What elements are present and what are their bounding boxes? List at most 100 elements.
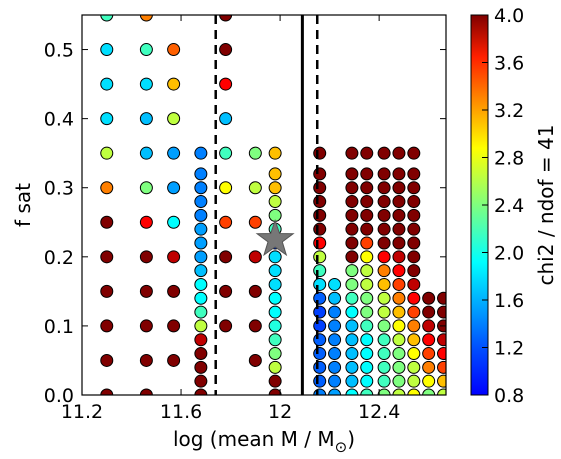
y-tick-label: 0.5 — [44, 40, 74, 62]
x-tick-label: 11.2 — [61, 401, 103, 423]
data-point — [407, 250, 421, 264]
data-point — [313, 333, 327, 347]
data-point — [328, 319, 342, 333]
data-point — [167, 181, 181, 195]
data-point — [345, 236, 359, 250]
data-point — [377, 388, 391, 395]
data-point — [268, 374, 282, 388]
data-point — [392, 146, 406, 160]
data-point — [194, 291, 208, 305]
colorbar-tick-label: 1.6 — [494, 290, 524, 312]
data-point — [139, 250, 153, 264]
data-point — [139, 15, 153, 22]
data-point — [422, 333, 436, 347]
data-point — [100, 388, 114, 395]
data-point — [100, 77, 114, 91]
data-point — [392, 195, 406, 209]
data-point — [100, 43, 114, 57]
data-point — [100, 215, 114, 229]
data-point — [437, 374, 446, 388]
data-point — [360, 305, 374, 319]
data-point — [345, 291, 359, 305]
y-axis-label: f sat — [11, 183, 35, 227]
data-point — [392, 347, 406, 361]
data-point — [392, 360, 406, 374]
data-point — [313, 277, 327, 291]
data-point — [392, 305, 406, 319]
data-point — [345, 250, 359, 264]
data-point — [313, 291, 327, 305]
data-point — [248, 181, 262, 195]
y-tick-label: 0.1 — [44, 316, 74, 338]
data-point — [139, 388, 153, 395]
data-point — [345, 222, 359, 236]
data-point — [437, 291, 446, 305]
data-point — [194, 181, 208, 195]
data-point — [360, 319, 374, 333]
y-axis-ticks: 0.0 0.1 0.2 0.3 0.4 0.5 — [44, 40, 446, 407]
data-point — [167, 43, 181, 57]
data-point — [194, 167, 208, 181]
data-point — [392, 208, 406, 222]
data-point — [392, 374, 406, 388]
data-point — [377, 181, 391, 195]
data-point — [407, 347, 421, 361]
data-point — [248, 215, 262, 229]
data-point — [377, 347, 391, 361]
data-point — [268, 277, 282, 291]
data-point — [377, 222, 391, 236]
data-point — [377, 208, 391, 222]
data-point — [139, 77, 153, 91]
data-point — [345, 195, 359, 209]
data-point — [377, 195, 391, 209]
plot-frame — [81, 14, 447, 396]
data-point — [100, 284, 114, 298]
data-point — [313, 374, 327, 388]
data-point — [345, 347, 359, 361]
data-point — [194, 388, 208, 395]
data-point — [248, 250, 262, 264]
data-point — [313, 146, 327, 160]
data-point — [360, 360, 374, 374]
data-point — [407, 222, 421, 236]
data-point — [422, 347, 436, 361]
data-point — [360, 291, 374, 305]
data-point — [437, 333, 446, 347]
data-point — [194, 236, 208, 250]
y-tick-label: 0.0 — [44, 385, 74, 407]
data-point — [268, 388, 282, 395]
data-point — [392, 236, 406, 250]
data-point — [194, 250, 208, 264]
data-point — [100, 112, 114, 126]
data-point — [377, 250, 391, 264]
data-point — [392, 264, 406, 278]
data-point — [360, 222, 374, 236]
data-point — [407, 333, 421, 347]
data-point — [313, 236, 327, 250]
data-point — [345, 264, 359, 278]
data-point — [268, 305, 282, 319]
data-point — [139, 353, 153, 367]
data-point — [328, 388, 342, 395]
data-point — [268, 195, 282, 209]
data-point — [219, 250, 233, 264]
data-point — [219, 319, 233, 333]
data-point — [313, 222, 327, 236]
data-point — [407, 305, 421, 319]
data-point — [407, 208, 421, 222]
data-point — [219, 181, 233, 195]
data-point — [437, 388, 446, 395]
data-point — [194, 222, 208, 236]
data-point — [377, 333, 391, 347]
data-point — [313, 347, 327, 361]
data-point — [360, 250, 374, 264]
data-point — [313, 305, 327, 319]
data-point — [194, 333, 208, 347]
data-point — [360, 347, 374, 361]
data-point — [248, 319, 262, 333]
data-point — [360, 181, 374, 195]
data-point — [345, 374, 359, 388]
data-point — [392, 333, 406, 347]
data-point — [313, 250, 327, 264]
data-point — [392, 222, 406, 236]
